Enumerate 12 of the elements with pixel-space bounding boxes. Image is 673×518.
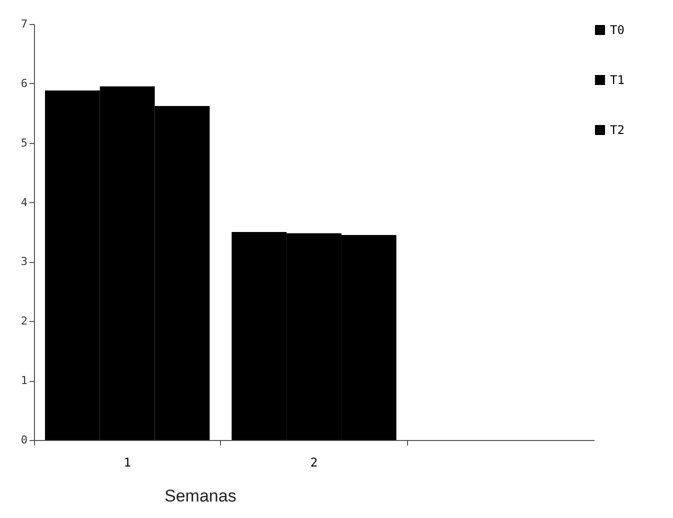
y-tick-label: 5 [20,136,28,150]
y-tick-label: 3 [20,255,28,268]
y-tick-label: 2 [20,314,28,328]
legend-label: T0 [610,23,624,37]
legend-label: T2 [610,123,624,137]
y-tick-label: 1 [20,374,28,388]
y-tick-label: 7 [20,18,28,30]
legend-label: T1 [610,73,624,87]
y-tick-label: 4 [20,196,28,209]
y-tick-label: 0 [20,434,28,446]
y-tick-label: 6 [20,76,28,90]
x-axis-title: Semanas [164,486,236,506]
